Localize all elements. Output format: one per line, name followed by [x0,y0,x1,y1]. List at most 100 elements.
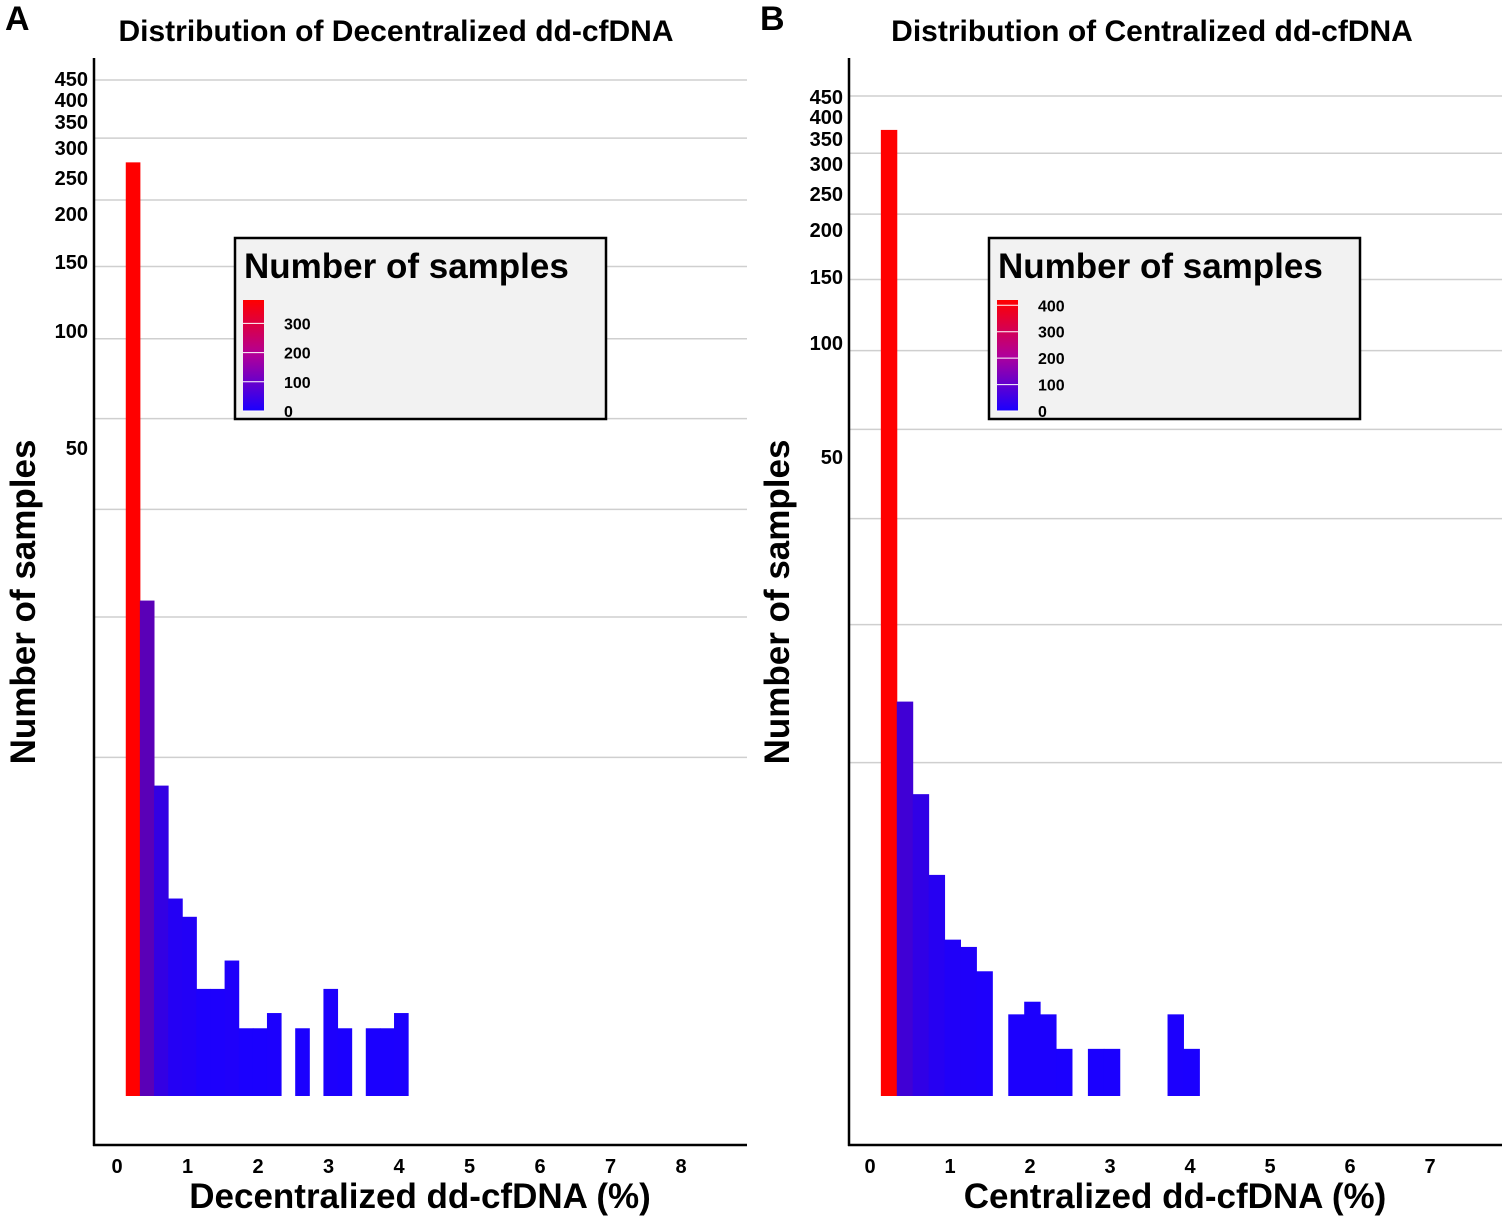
histogram-bar [196,988,211,1096]
legend-box [987,236,1362,421]
panel-a-x-axis-title: Decentralized dd-cfDNA (%) [189,1177,651,1216]
x-tick-label: 6 [534,1156,545,1178]
y-tick-label: 50 [66,438,88,460]
histogram-bar [976,971,993,1096]
y-tick-label: 200 [810,220,843,242]
panel-a-y-axis-title: Number of samples [4,440,43,765]
panel-b-bars [880,129,1200,1097]
y-tick-label: 200 [55,204,88,226]
x-tick-label: 3 [1104,1156,1115,1178]
y-tick-label: 450 [810,87,843,109]
legend-tick-label: 300 [1038,325,1065,342]
panel-b-y-ticks: 50 100 150 200 250 300 350 400 450 [810,87,843,469]
histogram-bar [182,916,197,1096]
legend-tick-label: 400 [1038,298,1065,315]
panel-a-label: A [5,0,30,38]
histogram-bar [1087,1048,1105,1096]
histogram-bar [1056,1048,1073,1096]
histogram-bar [912,794,930,1096]
y-tick-label: 400 [55,90,88,112]
y-tick-label: 350 [810,129,843,151]
histogram-bar [337,1028,353,1096]
panel-b-gridlines [849,95,1502,764]
panel-a-bars [125,162,409,1097]
histogram-bar [1167,1014,1184,1096]
legend-tick-label: 200 [1038,351,1065,368]
y-tick-label: 250 [55,168,88,190]
y-tick-label: 300 [55,138,88,160]
panel-a-x-ticks: 0 1 2 3 4 5 6 7 8 [111,1156,686,1178]
x-tick-label: 7 [1424,1156,1435,1178]
histogram-bar [168,898,183,1096]
histogram-bar [295,1028,310,1096]
x-tick-label: 6 [1344,1156,1355,1178]
legend-tick-label: 300 [284,316,311,333]
x-tick-label: 0 [111,1156,122,1178]
histogram-bar [1024,1001,1041,1096]
histogram-bar [944,939,961,1096]
histogram-bar [394,1013,409,1096]
x-tick-label: 5 [464,1156,475,1178]
histogram-bar [379,1028,395,1096]
x-tick-label: 3 [323,1156,334,1178]
x-tick-label: 1 [944,1156,955,1178]
histogram-bar [880,129,898,1097]
panel-a-y-ticks: 50 100 150 200 250 300 350 400 450 [55,69,88,460]
x-tick-label: 4 [1184,1156,1196,1178]
histogram-bar [238,1028,254,1096]
x-tick-label: 7 [605,1156,616,1178]
histogram-bar [1183,1048,1200,1096]
y-tick-label: 150 [810,267,843,289]
legend-colorbar [997,300,1018,411]
histogram-bar [1008,1014,1025,1096]
panel-a-title: Distribution of Decentralized dd-cfDNA [118,15,673,48]
y-tick-label: 400 [810,107,843,129]
panel-b-label: B [760,0,785,38]
panel-b: B Distribution of Centralized dd-cfDNA 5… [758,0,1502,1216]
panel-b-title: Distribution of Centralized dd-cfDNA [891,15,1413,48]
legend-ticks: 0 100 200 300 400 [997,298,1065,421]
panel-b-y-axis-title: Number of samples [758,440,797,765]
legend-colorbar [243,300,264,411]
histogram-bar [224,960,240,1096]
y-tick-label: 350 [55,112,88,134]
legend-tick-label: 100 [1038,378,1065,395]
y-tick-label: 450 [55,69,88,91]
y-tick-label: 300 [810,154,843,176]
histogram-bar [896,701,914,1096]
x-tick-label: 2 [252,1156,263,1178]
x-tick-label: 2 [1024,1156,1035,1178]
panel-a: A Distribution of Decentralized dd-cfDNA… [4,0,747,1216]
panel-b-x-ticks: 0 1 2 3 4 5 6 7 [864,1156,1435,1178]
y-tick-label: 50 [821,447,843,469]
legend-title: Number of samples [244,247,569,286]
x-tick-label: 4 [393,1156,405,1178]
histogram-bar [1103,1048,1121,1096]
histogram-bar [960,946,977,1096]
x-tick-label: 0 [864,1156,875,1178]
x-tick-label: 8 [675,1156,686,1178]
histogram-bar [125,162,141,1097]
y-tick-label: 250 [810,184,843,206]
histogram-bar [210,988,226,1096]
histogram-bar [154,785,169,1096]
legend-tick-label: 0 [1038,404,1047,421]
x-tick-label: 1 [182,1156,193,1178]
y-tick-label: 100 [810,333,843,355]
histogram-bar [365,1028,381,1096]
histogram-bar [928,874,946,1096]
panel-b-legend: Number of samples 0 100 200 300 400 [987,236,1362,421]
x-tick-label: 5 [1264,1156,1275,1178]
legend-tick-label: 100 [284,375,311,392]
legend-title: Number of samples [998,247,1323,286]
y-tick-label: 100 [55,321,88,343]
histogram-bar [1040,1014,1057,1096]
legend-tick-label: 0 [284,404,293,421]
histogram-bar [252,1028,268,1096]
legend-box [233,236,608,421]
legend-tick-label: 200 [284,346,311,363]
histogram-bar [266,1013,282,1096]
panel-a-legend: Number of samples 0 100 200 300 [233,236,608,421]
panel-b-x-axis-title: Centralized dd-cfDNA (%) [964,1177,1387,1216]
